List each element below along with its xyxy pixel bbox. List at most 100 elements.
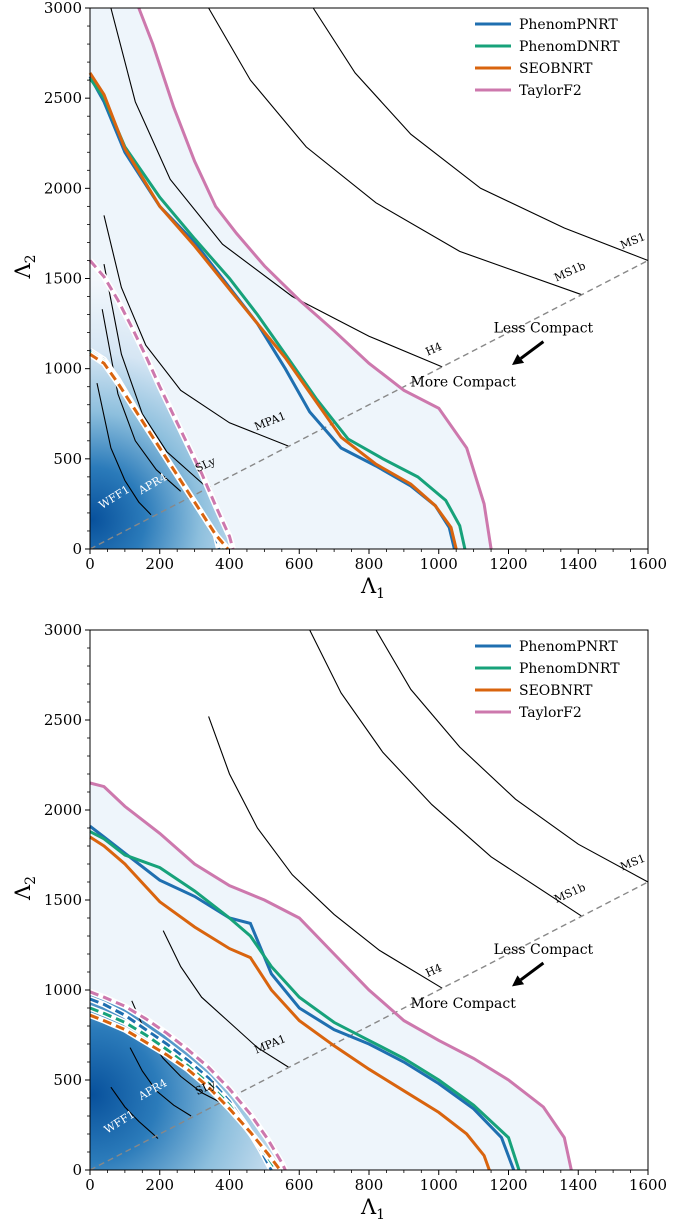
ci50-contour-phenomdnrt — [88, 77, 467, 550]
ci50-contour-seobnrt — [88, 72, 458, 550]
y-tick-label: 3000 — [44, 621, 82, 639]
legend-label: TaylorF2 — [519, 83, 582, 99]
x-tick-label: 600 — [285, 555, 314, 573]
y-tick-label: 0 — [72, 540, 82, 558]
x-tick-label: 400 — [215, 1176, 244, 1194]
ci50-contours — [88, 7, 493, 550]
eos-curve-mpa1 — [162, 930, 290, 1068]
eos-curve-apr4 — [101, 309, 182, 492]
ci90-contour-taylorf2 — [89, 990, 287, 1171]
ci90-contours — [87, 258, 236, 551]
eos-curve-ms1b — [208, 7, 582, 296]
legend-label: PhenomPNRT — [519, 639, 618, 655]
eos-label-ms1: MS1 — [618, 230, 647, 252]
legend-entry-phenomdnrt: PhenomDNRT — [475, 39, 620, 55]
x-axis-label: Λ1 — [360, 1195, 385, 1221]
x-tick-label: 600 — [285, 1176, 314, 1194]
equal-mass-line — [89, 259, 649, 550]
x-tick-label: 1200 — [489, 1176, 527, 1194]
eos-label-ms1: MS1 — [618, 852, 647, 874]
y-axis-label: Λ2 — [11, 876, 39, 901]
compactness-arrow — [519, 961, 545, 982]
eos-curve-mpa1 — [103, 215, 290, 447]
y-tick-label: 2000 — [44, 801, 82, 819]
x-axis: 0 200 400 600 800 1000 1200 1400 1600 — [85, 549, 667, 573]
x-tick-label: 200 — [145, 1176, 174, 1194]
compactness-annotation: Less Compact More Compact — [410, 321, 593, 391]
legend-entry-taylorf2: TaylorF2 — [475, 83, 582, 99]
ci90-contours — [88, 989, 288, 1172]
y-tick-label: 500 — [53, 450, 82, 468]
ci50-contour-taylorf2 — [89, 781, 573, 1171]
eos-curves — [96, 7, 649, 516]
compactness-annotation: Less Compact More Compact — [410, 942, 593, 1012]
eos-curve-apr4 — [129, 1047, 192, 1117]
x-tick-label: 1000 — [420, 1176, 458, 1194]
legend-label: SEOBNRT — [519, 61, 593, 77]
compactness-arrow-head — [511, 975, 525, 987]
eos-curve-sly — [103, 263, 206, 487]
y-tick-label: 1500 — [44, 270, 82, 288]
ci90-contour-seobnrt — [89, 352, 229, 550]
legend: PhenomPNRT PhenomDNRT SEOBNRT TaylorF2 — [475, 17, 620, 99]
x-tick-label: 0 — [85, 1176, 95, 1194]
x-tick-label: 1200 — [489, 555, 527, 573]
x-tick-label: 1600 — [629, 555, 667, 573]
y-tick-label: 1500 — [44, 891, 82, 909]
x-tick-label: 0 — [85, 555, 95, 573]
x-tick-label: 800 — [355, 1176, 384, 1194]
legend-label: PhenomPNRT — [519, 17, 618, 33]
eos-label-h4: H4 — [424, 340, 444, 359]
x-tick-label: 200 — [145, 555, 174, 573]
y-axis-label: Λ2 — [11, 254, 39, 279]
less-compact-label: Less Compact — [494, 942, 594, 958]
eos-curve-h4 — [208, 716, 443, 989]
y-axis: 0 500 1000 1500 2000 2500 3000 — [44, 0, 90, 558]
x-tick-label: 400 — [215, 555, 244, 573]
legend-label: PhenomDNRT — [519, 39, 620, 55]
density-inner-region — [90, 260, 233, 549]
legend-entry-seobnrt: SEOBNRT — [475, 683, 593, 699]
y-tick-label: 3000 — [44, 0, 82, 17]
legend-entry-phenompnrt: PhenomPNRT — [475, 17, 618, 33]
density-layer — [90, 8, 492, 549]
legend-entry-taylorf2: TaylorF2 — [475, 705, 582, 721]
more-compact-label: More Compact — [410, 375, 516, 391]
ci50-contours — [89, 781, 573, 1171]
density-layer — [90, 783, 572, 1170]
x-tick-label: 1400 — [559, 555, 597, 573]
y-tick-label: 2500 — [44, 89, 82, 107]
y-tick-label: 2000 — [44, 179, 82, 197]
x-tick-label: 800 — [355, 555, 384, 573]
eos-curve-h4 — [110, 7, 443, 368]
ci50-contour-taylorf2 — [137, 7, 493, 550]
y-tick-label: 2500 — [44, 711, 82, 729]
legend-label: SEOBNRT — [519, 683, 593, 699]
legend-entry-phenomdnrt: PhenomDNRT — [475, 661, 620, 677]
ci90-contour-taylorf2 — [88, 259, 235, 550]
y-tick-label: 1000 — [44, 981, 82, 999]
eos-curve-wff1 — [96, 382, 152, 516]
ci90-contour-seobnrt — [89, 1013, 282, 1171]
eos-curve-ms1 — [375, 629, 649, 883]
equal-mass-line — [89, 881, 649, 1171]
y-axis: 0 500 1000 1500 2000 2500 3000 — [44, 621, 90, 1179]
x-tick-label: 1400 — [559, 1176, 597, 1194]
eos-label-ms1b: MS1b — [552, 881, 587, 906]
legend: PhenomPNRT PhenomDNRT SEOBNRT TaylorF2 — [475, 639, 620, 721]
x-tick-label: 1000 — [420, 555, 458, 573]
legend-label: TaylorF2 — [519, 705, 582, 721]
ci50-contour-seobnrt — [89, 835, 491, 1171]
ci50-contour-phenomdnrt — [89, 830, 521, 1171]
less-compact-label: Less Compact — [494, 321, 594, 337]
x-axis: 0 200 400 600 800 1000 1200 1400 1600 — [85, 1170, 667, 1194]
eos-curve-ms1 — [312, 7, 649, 262]
x-axis-label: Λ1 — [360, 574, 385, 602]
eos-label-h4: H4 — [424, 961, 444, 980]
ci50-contour-phenompnrt — [89, 825, 516, 1171]
eos-curve-wff1 — [110, 1086, 159, 1139]
compactness-arrow — [519, 340, 545, 360]
compactness-arrow-head — [511, 354, 525, 366]
